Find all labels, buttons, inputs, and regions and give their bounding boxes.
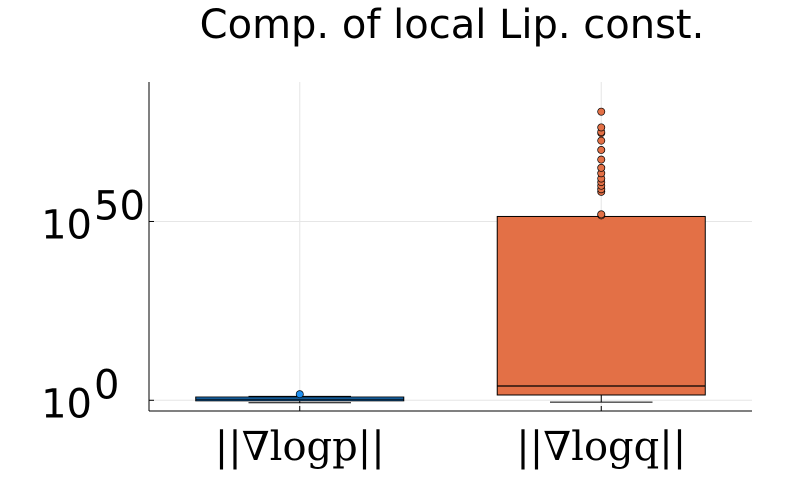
box-group: [496, 107, 706, 403]
y-tick-label-exponent: 50: [94, 183, 145, 229]
outlier-point: [597, 123, 606, 132]
y-tick-labels: 10 010 50: [41, 183, 154, 427]
outlier-point: [597, 155, 606, 164]
chart-title: Comp. of local Lip. const.: [200, 2, 705, 48]
outlier-point: [295, 390, 304, 399]
outlier-point: [597, 210, 606, 219]
x-tick-labels: ||∇logp|| ||∇logq||: [215, 406, 686, 470]
box-iqr: [496, 215, 706, 396]
outlier-point: [597, 163, 606, 172]
box-group: [195, 390, 405, 404]
y-tick-label-base: 10: [41, 381, 92, 427]
outlier-point: [597, 136, 606, 145]
outlier-point: [597, 145, 606, 154]
x-tick-label: ||∇logp||: [215, 424, 385, 470]
y-tick-label-base: 10: [41, 202, 92, 248]
outlier-point: [597, 107, 606, 116]
x-tick-label: ||∇logq||: [516, 424, 686, 470]
y-tick-label-exponent: 0: [94, 362, 119, 408]
axes: [148, 82, 752, 412]
box-series: [195, 107, 706, 404]
